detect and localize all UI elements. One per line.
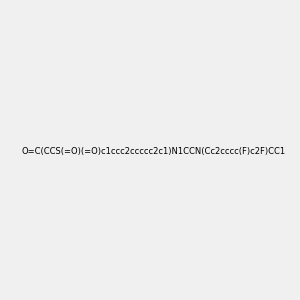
Text: O=C(CCS(=O)(=O)c1ccc2ccccc2c1)N1CCN(Cc2cccc(F)c2F)CC1: O=C(CCS(=O)(=O)c1ccc2ccccc2c1)N1CCN(Cc2c… xyxy=(22,147,286,156)
